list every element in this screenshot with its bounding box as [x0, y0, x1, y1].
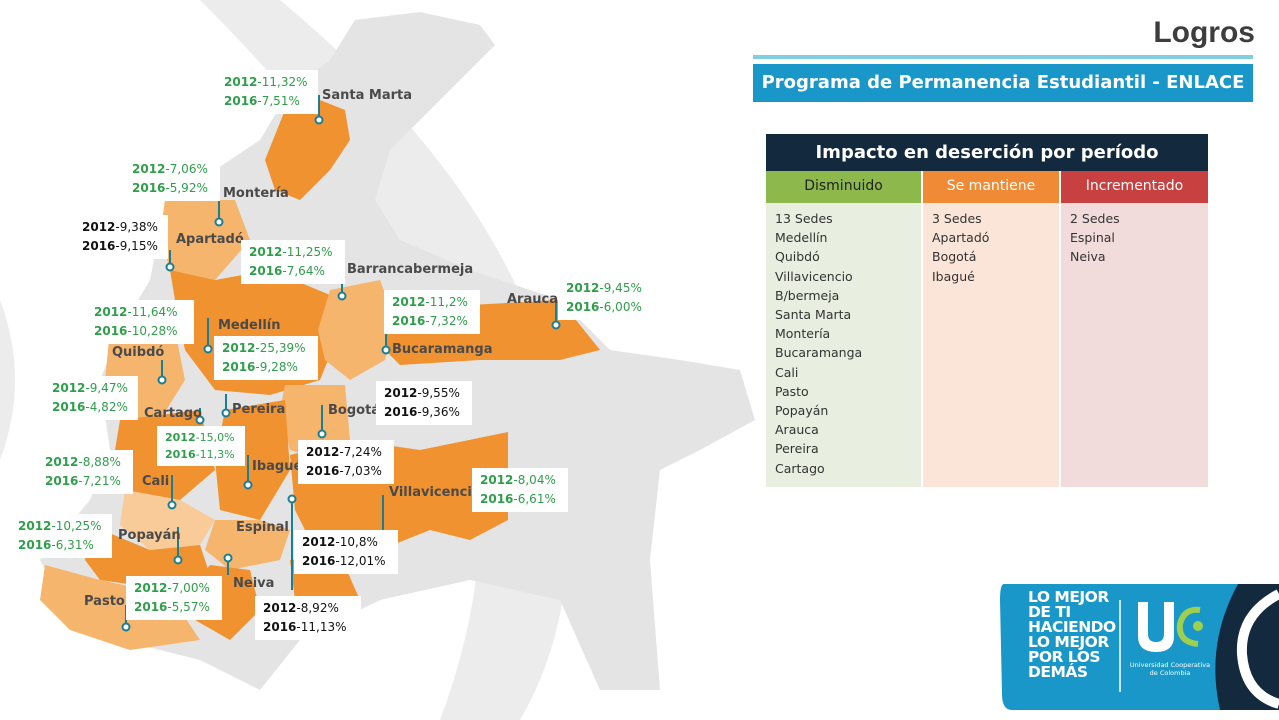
list-item: Medellín [775, 230, 828, 246]
logo-slogan: LO MEJOR DE TI HACIENDO LO MEJOR POR LOS… [1028, 588, 1116, 681]
slogan-line: LO MEJOR [1028, 588, 1109, 606]
list-item: Cartago [775, 460, 825, 476]
list-item: 3 Sedes [932, 211, 982, 226]
list-item: 13 Sedes [775, 211, 833, 226]
university-name: Universidad Cooperativa de Colombia [1129, 661, 1211, 677]
stat-callout-arauca: 2012-9,45% 2016-6,00% [558, 276, 652, 320]
slogan-line: POR LOS [1028, 648, 1101, 666]
program-banner: Programa de Permanencia Estudiantil - EN… [753, 64, 1253, 102]
stat-callout-quibdo: 2012-11,64% 2016-10,28% [86, 300, 194, 344]
region-cali [120, 490, 215, 550]
column-header-maintained: Se mantiene [921, 171, 1059, 203]
city-label-pereira: Pereira [232, 402, 286, 417]
city-label-apartado: Apartadó [176, 232, 244, 247]
list-item: Bogotá [932, 249, 977, 265]
city-label-monteria: Montería [223, 186, 289, 201]
impact-table-body: 13 Sedes Medellín Quibdó Villavicencio B… [766, 203, 1208, 487]
city-label-medellin: Medellín [218, 318, 281, 333]
list-item: Espinal [1070, 230, 1115, 246]
list-item: Quibdó [775, 249, 820, 265]
column-decreased-list: 13 Sedes Medellín Quibdó Villavicencio B… [766, 203, 921, 487]
list-item: Arauca [775, 422, 819, 438]
list-item: Pereira [775, 441, 819, 457]
colombia-map [40, 12, 755, 690]
city-label-popayan: Popayán [118, 528, 181, 543]
column-increased-list: 2 Sedes Espinal Neiva [1059, 203, 1208, 487]
stat-callout-bucaramanga: 2012-11,2% 2016-7,32% [384, 290, 480, 334]
column-maintained-list: 3 Sedes Apartadó Bogotá Ibagué [921, 203, 1059, 487]
stat-callout-cali: 2012-8,88% 2016-7,21% [37, 450, 133, 494]
university-logo [1000, 584, 1279, 710]
stat-callout-cartago: 2012-9,47% 2016-4,82% [44, 376, 138, 420]
impact-table: Impacto en deserción por período Disminu… [766, 134, 1208, 487]
list-item: Ibagué [932, 268, 975, 284]
region-apartado [160, 200, 250, 280]
title-divider [753, 55, 1253, 59]
city-label-arauca: Arauca [507, 292, 558, 307]
stat-callout-bogota: 2012-9,55% 2016-9,36% [376, 381, 472, 425]
region-pasto [40, 565, 200, 650]
stat-callout-pereira: 2012-15,0% 2016-11,3% [157, 426, 245, 466]
region-santa-marta [265, 100, 350, 200]
stat-callout-espinal: 2012-10,8% 2016-12,01% [294, 530, 398, 574]
stat-callout-ibague: 2012-7,24% 2016-7,03% [298, 440, 394, 484]
city-label-ibague: Ibagué [252, 459, 303, 474]
list-item: Neiva [1070, 249, 1106, 265]
list-item: 2 Sedes [1070, 211, 1120, 226]
stat-callout-neiva: 2012-8,92% 2016-11,13% [255, 596, 361, 640]
city-label-barrancabermeja: Barrancabermeja [347, 262, 474, 277]
city-label-cartago: Cartago [144, 406, 202, 421]
list-item: B/bermeja [775, 287, 840, 303]
page-title: Logros [1153, 16, 1255, 49]
stat-callout-pasto: 2012-7,00% 2016-5,57% [126, 576, 222, 620]
impact-table-title: Impacto en deserción por período [766, 134, 1208, 171]
city-label-bucaramanga: Bucaramanga [392, 342, 493, 357]
column-header-decreased: Disminuido [766, 171, 921, 203]
city-label-villavicencio: Villavicencio [389, 485, 481, 500]
list-item: Popayán [775, 403, 829, 419]
list-item: Cali [775, 364, 799, 380]
list-item: Bucaramanga [775, 345, 863, 361]
stat-callout-villavicencio: 2012-8,04% 2016-6,61% [472, 468, 568, 512]
list-item: Apartadó [932, 230, 990, 246]
column-header-increased: Incrementado [1059, 171, 1208, 203]
slogan-line: DE TI [1028, 603, 1071, 621]
impact-table-column-headers: Disminuido Se mantiene Incrementado [766, 171, 1208, 203]
city-label-cali: Cali [142, 474, 170, 489]
stat-callout-barrancabermeja: 2012-11,25% 2016-7,64% [241, 240, 345, 284]
list-item: Villavicencio [775, 268, 853, 284]
city-label-bogota: Bogotá [328, 403, 381, 418]
stat-callout-medellin: 2012-25,39% 2016-9,28% [214, 336, 318, 380]
city-label-espinal: Espinal [236, 520, 289, 535]
slogan-line: DEMÁS [1028, 663, 1088, 681]
stat-callout-apartado: 2012-9,38% 2016-9,15% [74, 215, 168, 259]
stat-callout-monteria: 2012-7,06% 2016-5,92% [124, 157, 220, 201]
stat-callout-popayan: 2012-10,25% 2016-6,31% [10, 514, 112, 558]
city-label-quibdo: Quibdó [112, 345, 165, 360]
city-label-neiva: Neiva [233, 576, 275, 591]
list-item: Montería [775, 326, 831, 342]
region-bucaramanga [318, 280, 395, 380]
city-label-santa-marta: Santa Marta [322, 88, 413, 103]
slogan-line: HACIENDO [1028, 618, 1116, 636]
list-item: Santa Marta [775, 307, 852, 323]
slogan-line: LO MEJOR [1028, 633, 1109, 651]
region-popayan [85, 525, 210, 590]
city-label-pasto: Pasto [84, 594, 125, 609]
stat-callout-santa-marta: 2012-11,32% 2016-7,51% [216, 70, 318, 114]
list-item: Pasto [775, 383, 809, 399]
